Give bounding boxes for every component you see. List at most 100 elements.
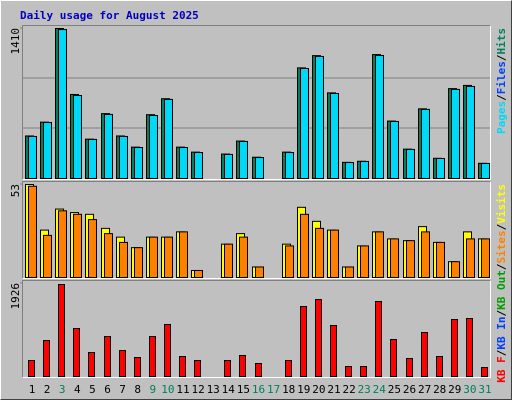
bar xyxy=(119,135,128,180)
bar xyxy=(179,231,188,279)
bar xyxy=(300,306,307,378)
y-tick-label: 53 xyxy=(9,184,22,197)
bar xyxy=(164,98,173,179)
bar xyxy=(134,247,143,279)
legend-entry: Visits xyxy=(495,184,508,224)
bar xyxy=(149,236,158,278)
bar xyxy=(360,366,367,377)
bar xyxy=(345,266,354,279)
panel-shadow xyxy=(22,25,491,180)
bar xyxy=(421,332,428,377)
bar xyxy=(421,231,430,279)
x-tick-label: 5 xyxy=(89,383,96,396)
legend: Pages/Files/Hits xyxy=(495,28,508,134)
bar xyxy=(345,366,352,377)
bar xyxy=(149,336,156,377)
x-tick-label: 9 xyxy=(149,383,156,396)
bar xyxy=(451,319,458,378)
bar xyxy=(315,299,322,378)
legend-separator: / xyxy=(495,349,508,356)
x-tick-label: 2 xyxy=(44,383,51,396)
bar xyxy=(390,238,399,278)
bar xyxy=(104,113,113,179)
bar xyxy=(315,55,324,179)
x-tick-label: 18 xyxy=(282,383,295,396)
x-tick-label: 30 xyxy=(463,383,476,396)
bar xyxy=(134,357,141,378)
x-tick-label: 23 xyxy=(358,383,371,396)
bar xyxy=(406,240,415,278)
bar xyxy=(58,29,67,180)
legend-entry: Files xyxy=(495,61,508,94)
bar xyxy=(28,185,37,278)
bar xyxy=(255,157,264,180)
legend-entry: KB F xyxy=(495,356,508,383)
bar xyxy=(73,95,82,179)
x-tick-label: 29 xyxy=(448,383,461,396)
bar xyxy=(481,367,488,377)
bar xyxy=(285,152,294,180)
bar xyxy=(390,120,399,179)
x-tick-label: 22 xyxy=(342,383,355,396)
legend-entry: KB In xyxy=(495,317,508,350)
bar xyxy=(436,241,445,278)
x-tick-label: 14 xyxy=(222,383,236,396)
legend-separator: / xyxy=(495,223,508,230)
bar xyxy=(119,350,126,378)
x-tick-label: 28 xyxy=(433,383,446,396)
bar xyxy=(255,266,264,279)
bar xyxy=(194,152,203,180)
bar xyxy=(466,318,473,377)
panel-shadow xyxy=(22,280,491,378)
x-tick-label: 13 xyxy=(207,383,220,396)
x-tick-label: 3 xyxy=(59,383,66,396)
x-tick-label: 19 xyxy=(297,383,310,396)
bar xyxy=(285,360,292,377)
bar xyxy=(88,138,97,179)
x-tick-label: 8 xyxy=(134,383,141,396)
x-tick-label: 25 xyxy=(388,383,401,396)
bar xyxy=(375,231,384,279)
x-tick-label: 7 xyxy=(119,383,126,396)
bar xyxy=(315,227,324,278)
x-tick-label: 4 xyxy=(74,383,81,396)
y-tick-label: 1410 xyxy=(9,28,22,55)
bar xyxy=(134,147,143,180)
x-tick-label: 15 xyxy=(237,383,250,396)
x-tick-label: 12 xyxy=(191,383,204,396)
bar xyxy=(360,160,369,180)
bar xyxy=(43,234,52,279)
bar xyxy=(164,236,173,278)
bar xyxy=(239,140,248,180)
x-tick-label: 24 xyxy=(373,383,387,396)
bar xyxy=(239,354,246,378)
bar xyxy=(481,163,490,179)
bar xyxy=(104,336,111,377)
x-tick-label: 1 xyxy=(29,383,36,396)
x-tick-label: 6 xyxy=(104,383,111,396)
bar xyxy=(300,68,309,179)
bar xyxy=(466,238,475,278)
bar xyxy=(88,352,95,377)
bar xyxy=(345,162,354,180)
bar xyxy=(164,323,171,378)
y-tick-label: 1926 xyxy=(9,283,22,310)
bar xyxy=(330,93,339,179)
x-tick-label: 17 xyxy=(267,383,280,396)
legend: KB F/KB In/KB Out/Sites/Visits xyxy=(495,184,508,383)
bar xyxy=(58,210,67,278)
bar xyxy=(451,261,460,279)
bar xyxy=(421,108,430,179)
bar xyxy=(330,325,337,377)
bar xyxy=(375,55,384,179)
panel-shadow xyxy=(22,181,491,279)
legend-separator: / xyxy=(495,94,508,101)
x-tick-label: 16 xyxy=(252,383,265,396)
bar xyxy=(194,269,203,279)
bar xyxy=(239,236,248,278)
legend-entry: Pages xyxy=(495,101,508,134)
legend-entry: Sites xyxy=(495,230,508,263)
bar xyxy=(194,360,201,377)
bar xyxy=(73,328,80,377)
